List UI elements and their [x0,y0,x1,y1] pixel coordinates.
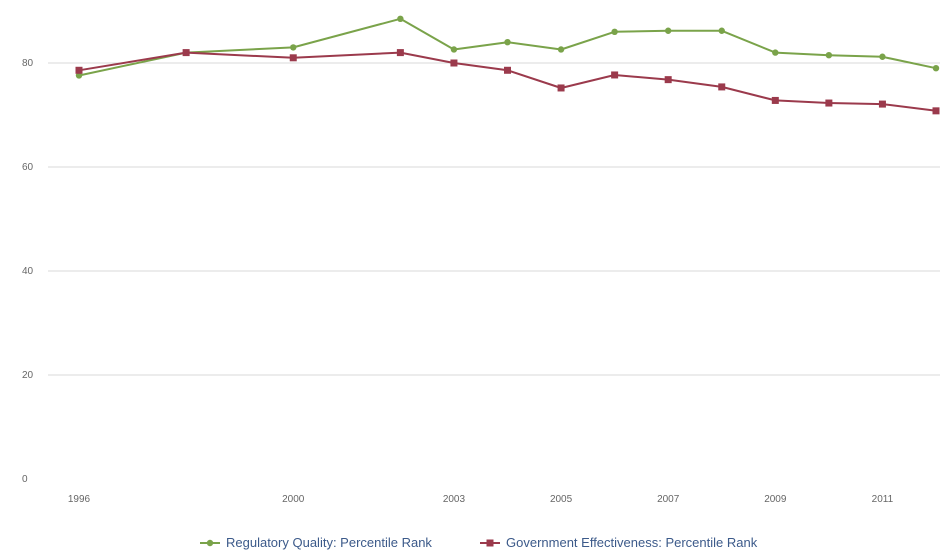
legend-item[interactable]: Regulatory Quality: Percentile Rank [200,535,432,550]
data-point[interactable] [932,65,940,72]
data-point[interactable] [825,52,833,59]
y-tick-label: 60 [22,162,34,173]
y-axis-ticks: 0 20 40 60 80 [22,58,34,485]
series-line [78,17,937,77]
data-point[interactable] [450,59,458,67]
x-tick-label: 2000 [282,494,305,505]
legend-swatch-marker [486,539,494,547]
x-tick-label: 1996 [68,494,91,505]
data-point[interactable] [825,99,833,107]
data-point[interactable] [557,46,565,53]
y-tick-label: 80 [22,58,34,69]
data-point[interactable] [450,46,458,53]
data-point[interactable] [611,28,618,35]
x-tick-label: 2009 [764,494,787,505]
x-tick-label: 2005 [550,494,573,505]
data-point[interactable] [504,39,511,46]
legend-swatch-marker [206,539,214,547]
data-point[interactable] [772,49,779,56]
legend-item[interactable]: Government Effectiveness: Percentile Ran… [480,535,758,550]
x-tick-label: 2003 [443,494,466,505]
data-point[interactable] [611,71,619,79]
data-point[interactable] [664,27,672,34]
data-point[interactable] [504,66,511,74]
x-axis-ticks: 1996 2000 2003 2005 2007 2009 2011 [68,494,894,505]
data-point[interactable] [290,44,297,51]
data-point[interactable] [664,76,672,84]
data-point[interactable] [397,15,404,22]
data-point[interactable] [557,84,565,92]
legend-label: Regulatory Quality: Percentile Rank [226,535,432,550]
series-2 [75,49,940,115]
data-point[interactable] [75,66,83,74]
data-point[interactable] [771,96,779,104]
grid [48,62,940,376]
series-layer [75,15,940,115]
data-point[interactable] [932,107,940,115]
data-point[interactable] [878,100,886,108]
data-point[interactable] [289,54,297,62]
x-tick-label: 2007 [657,494,680,505]
y-tick-label: 0 [22,474,28,485]
data-point[interactable] [879,53,886,60]
data-point[interactable] [718,27,725,34]
data-point[interactable] [75,72,83,79]
y-tick-label: 40 [22,266,34,277]
series-line [78,51,937,112]
y-tick-label: 20 [22,370,34,381]
x-tick-label: 2011 [872,494,894,505]
legend-label: Government Effectiveness: Percentile Ran… [506,535,758,550]
legend: Regulatory Quality: Percentile Rank Gover… [200,535,758,550]
data-point[interactable] [718,83,726,91]
data-point[interactable] [182,49,190,57]
data-point[interactable] [396,49,404,57]
series-1 [75,15,940,79]
